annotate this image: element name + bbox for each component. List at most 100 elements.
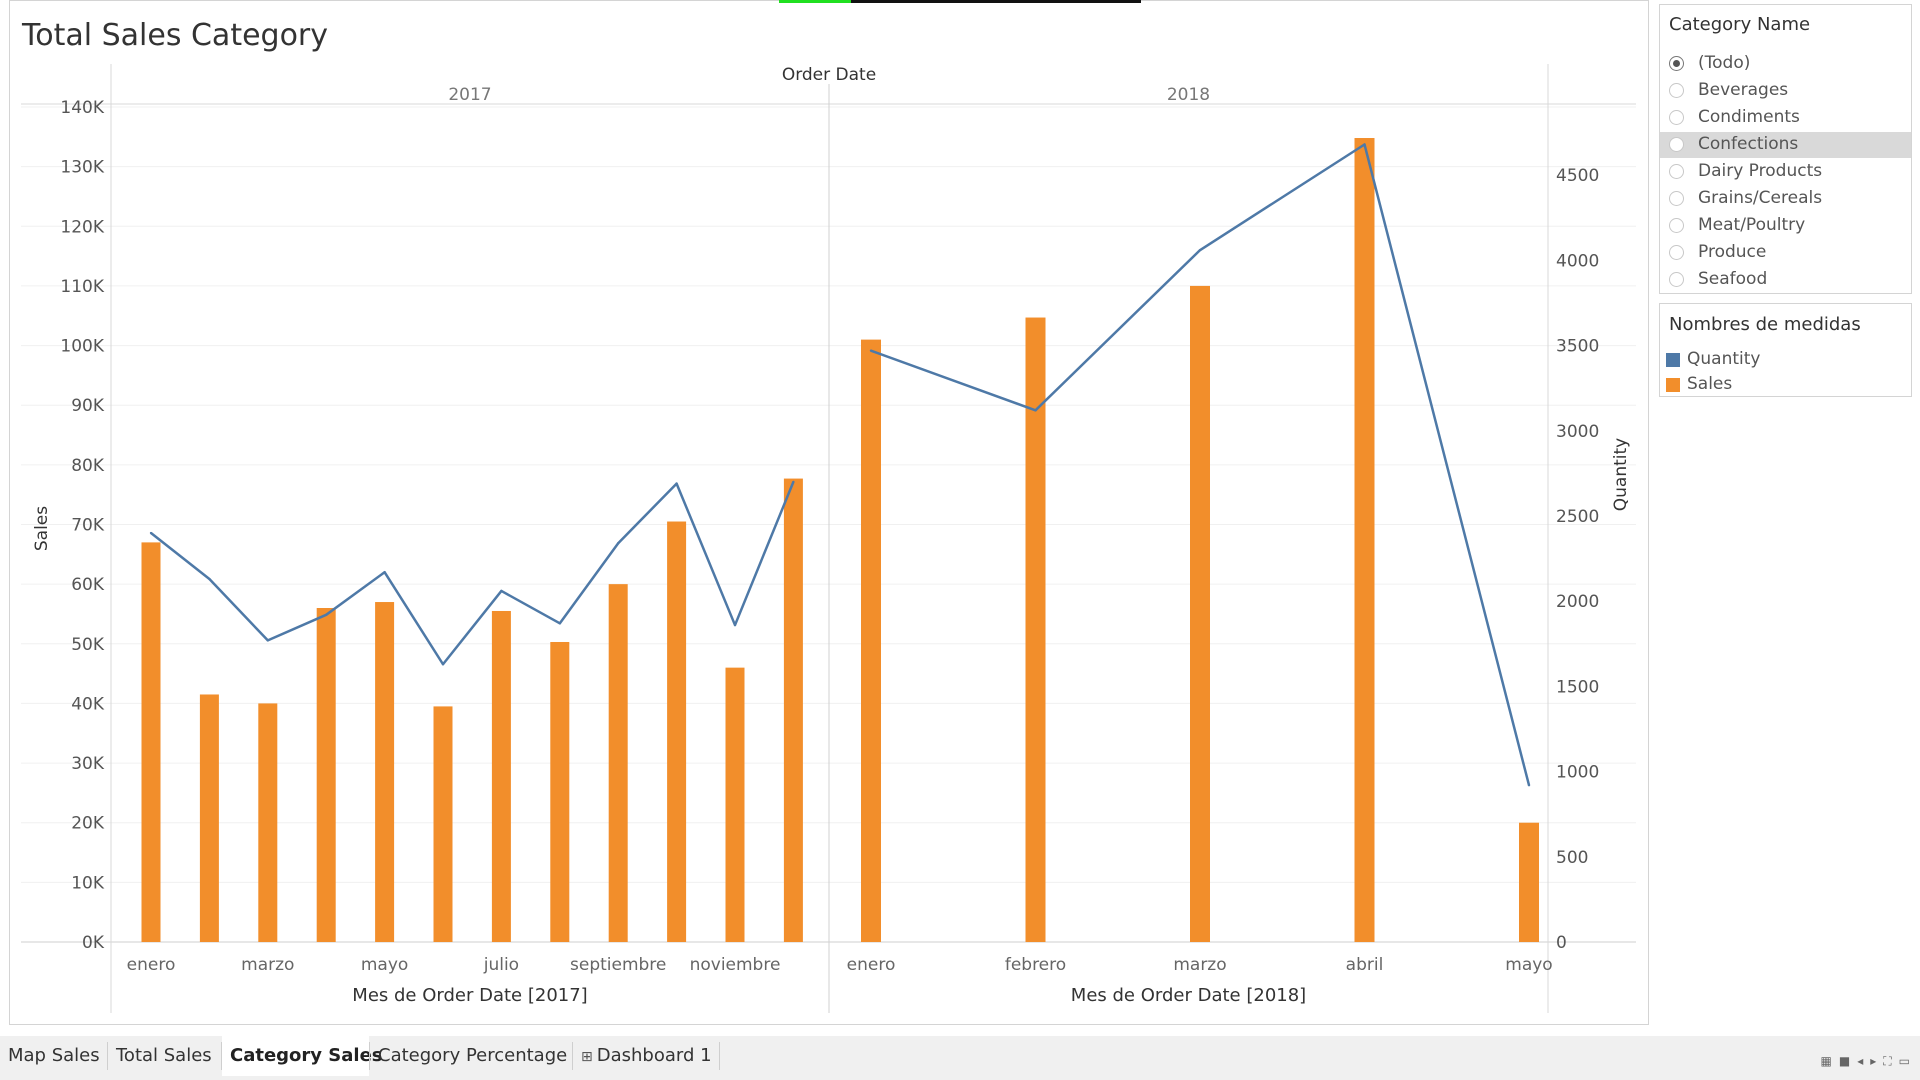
sales-bar-2018-febrero [1025,317,1046,942]
device-icon[interactable]: ▭ [1898,1054,1910,1068]
tab-separator [107,1042,108,1070]
present-icon[interactable]: ■ [1838,1054,1851,1068]
x-tick-label: febrero [1005,955,1066,975]
filter-option[interactable]: Dairy Products [1660,159,1911,185]
legend-swatch [1666,378,1680,392]
filter-option-label: Confections [1698,134,1799,154]
tab-label: Total Sales [116,1045,212,1066]
y-tick-label: 90K [71,396,105,416]
filter-option-label: (Todo) [1698,53,1751,73]
loading-bar-track [851,0,1141,3]
tab-category-percentage[interactable]: Category Percentage [370,1036,572,1076]
filter-option-label: Beverages [1698,80,1789,100]
filter-option[interactable]: Grains/Cereals [1660,186,1911,212]
radio-button[interactable] [1669,272,1684,287]
sales-bar-2017-agosto [550,641,570,942]
y2-tick-label: 0 [1556,933,1567,953]
legend-label: Sales [1687,374,1733,394]
tab-label: Dashboard 1 [596,1045,712,1066]
grid-view-icon[interactable]: ▦ [1820,1054,1832,1068]
filter-option[interactable]: Condiments [1660,105,1911,131]
y2-tick-label: 1000 [1556,763,1599,783]
prev-icon[interactable]: ◂ [1857,1054,1864,1068]
quantity-point-2017-julio [500,589,503,593]
y2-tick-label: 2000 [1556,592,1599,612]
y-tick-label: 70K [71,516,105,536]
tab-map-sales[interactable]: Map Sales [0,1036,107,1076]
filter-option[interactable]: Beverages [1660,78,1911,104]
y-tick-label: 30K [71,754,105,774]
radio-button[interactable] [1669,56,1684,71]
y2-tick-label: 3000 [1556,422,1599,442]
radio-button[interactable] [1669,110,1684,125]
legend-label: Quantity [1687,349,1761,369]
sales-bar-2018-marzo [1190,285,1210,942]
tab-dashboard-1[interactable]: ⊞ Dashboard 1 [573,1036,719,1076]
quantity-point-2017-enero [149,531,153,535]
fullscreen-icon[interactable]: ⛶ [1883,1054,1892,1068]
legend-item-sales[interactable]: Sales [1660,373,1911,397]
sheet-tab-bar: Map Sales Total Sales Category Sales Catego… [0,1036,1920,1080]
quantity-point-2018-mayo [1527,784,1531,787]
quantity-point-2018-febrero [1034,409,1037,412]
quantity-point-2018-marzo [1198,248,1202,252]
y2-tick-label: 4500 [1556,166,1599,186]
next-icon[interactable]: ▸ [1870,1054,1877,1068]
radio-button[interactable] [1669,245,1684,260]
filter-title: Category Name [1669,14,1811,35]
tab-label: Category Sales [230,1045,383,1066]
quantity-point-2017-diciembre [792,480,795,484]
column-header-order-date: Order Date [782,65,876,85]
quantity-point-2017-noviembre [733,623,737,627]
tab-total-sales[interactable]: Total Sales [108,1036,221,1076]
x-tick-label: mayo [361,955,408,975]
radio-button[interactable] [1669,137,1684,152]
filter-option-label: Condiments [1698,107,1800,127]
y-tick-label: 100K [60,337,104,357]
sales-bar-2017-junio [433,706,453,942]
y-tick-label: 110K [60,277,104,297]
y-tick-label: 20K [71,814,105,834]
sales-bar-2017-marzo [258,703,278,942]
quantity-point-2017-febrero [208,577,211,581]
quantity-point-2017-junio [441,663,445,666]
category-filter-panel: Category Name (Todo) Beverages Condiments C… [1659,4,1912,294]
x-tick-label: septiembre [570,955,666,975]
radio-button[interactable] [1669,83,1684,98]
quantity-point-2017-marzo [266,639,269,642]
x-tick-label: marzo [1173,955,1226,975]
sales-bar-2017-noviembre [725,667,745,942]
measure-legend-panel: Nombres de medidas Quantity Sales [1659,303,1912,397]
sales-bar-2017-octubre [667,521,687,942]
filter-option[interactable]: Seafood [1660,267,1911,293]
y-tick-label: 40K [71,694,105,714]
filter-option-label: Meat/Poultry [1698,215,1806,235]
y-tick-label: 0K [82,933,105,953]
tab-separator [221,1042,222,1070]
sales-bar-2017-enero [141,542,161,942]
tab-category-sales[interactable]: Category Sales [222,1036,383,1076]
sales-bar-2018-mayo [1519,822,1539,942]
radio-button[interactable] [1669,164,1684,179]
tab-separator [719,1042,720,1070]
y-tick-label: 120K [60,217,104,237]
tab-label: Map Sales [8,1045,100,1066]
year-header-2018: 2018 [1167,85,1210,105]
quantity-point-2018-abril [1363,143,1366,146]
x-tick-label: abril [1346,955,1384,975]
chart-canvas[interactable]: Order Date 0K 10K 20K 30K 40K 50K 60K 70K 80K 90K 1… [0,0,1650,1030]
filter-option-label: Dairy Products [1698,161,1823,181]
y2-tick-label: 3500 [1556,337,1599,357]
sales-bar-2018-enero [861,339,881,942]
legend-item-quantity[interactable]: Quantity [1660,348,1911,372]
quantity-point-2017-abril [325,613,328,617]
radio-button[interactable] [1669,218,1684,233]
y-tick-label: 130K [60,158,104,178]
filter-option[interactable]: (Todo) [1660,51,1911,77]
filter-option-label: Grains/Cereals [1698,188,1823,208]
filter-option[interactable]: Produce [1660,240,1911,266]
filter-option[interactable]: Confections [1660,132,1911,158]
sales-bar-2017-septiembre [608,584,628,942]
radio-button[interactable] [1669,191,1684,206]
filter-option[interactable]: Meat/Poultry [1660,213,1911,239]
